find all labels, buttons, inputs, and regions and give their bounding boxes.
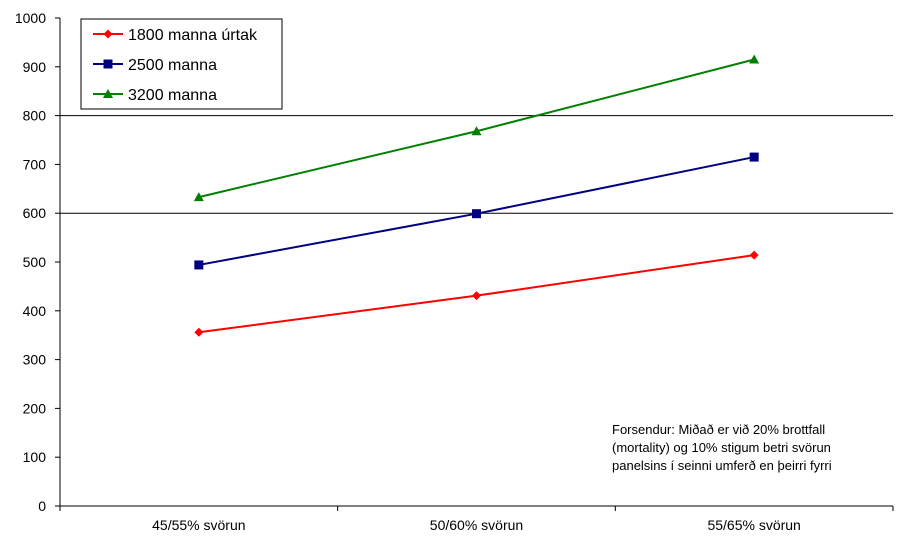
- x-tick-label: 50/60% svörun: [430, 517, 523, 533]
- y-tick-label: 300: [23, 352, 47, 368]
- y-tick-label: 400: [23, 303, 47, 319]
- y-tick-label: 500: [23, 254, 47, 270]
- data-point: [749, 250, 759, 260]
- x-tick-label: 55/65% svörun: [707, 517, 800, 533]
- legend-swatch-marker: [103, 59, 113, 69]
- series-1: [194, 250, 759, 337]
- annotation-note: Forsendur: Miðað er við 20% brottfall (mo…: [612, 422, 832, 473]
- annotation-line: panelsins í seinni umferð en þeirri fyrr…: [612, 458, 832, 473]
- data-point: [471, 126, 482, 136]
- legend-label: 3200 manna: [128, 87, 217, 104]
- data-point: [749, 152, 759, 162]
- y-tick-label: 200: [23, 400, 47, 416]
- x-tick-label: 45/55% svörun: [152, 517, 245, 533]
- y-tick-label: 100: [23, 449, 47, 465]
- data-point: [194, 260, 204, 270]
- y-tick-label: 600: [23, 205, 47, 221]
- series-3: [193, 54, 760, 202]
- legend-swatch-marker: [103, 29, 113, 39]
- y-tick-label: 900: [23, 59, 47, 75]
- y-tick-label: 800: [23, 108, 47, 124]
- data-point: [194, 327, 204, 337]
- data-point: [472, 209, 481, 219]
- axes: 0 100 200 300 400 500 600 700 800 900 1000 45/55% s…: [15, 10, 894, 533]
- data-point: [193, 192, 204, 202]
- y-tick-label: 0: [38, 498, 46, 514]
- legend-swatch-marker: [103, 89, 113, 98]
- legend-label: 1800 manna úrtak: [128, 27, 258, 44]
- data-point: [749, 54, 760, 64]
- annotation-line: (mortality) og 10% stigum betri svörun: [612, 440, 831, 455]
- legend: 1800 manna úrtak 2500 manna 3200 manna: [80, 18, 283, 110]
- annotation-line: Forsendur: Miðað er við 20% brottfall: [612, 422, 825, 437]
- y-tick-label: 700: [23, 156, 47, 172]
- series: [193, 54, 760, 337]
- y-tick-label: 1000: [15, 10, 46, 26]
- series-2: [194, 152, 759, 270]
- legend-label: 2500 manna: [128, 57, 217, 74]
- data-point: [472, 291, 481, 301]
